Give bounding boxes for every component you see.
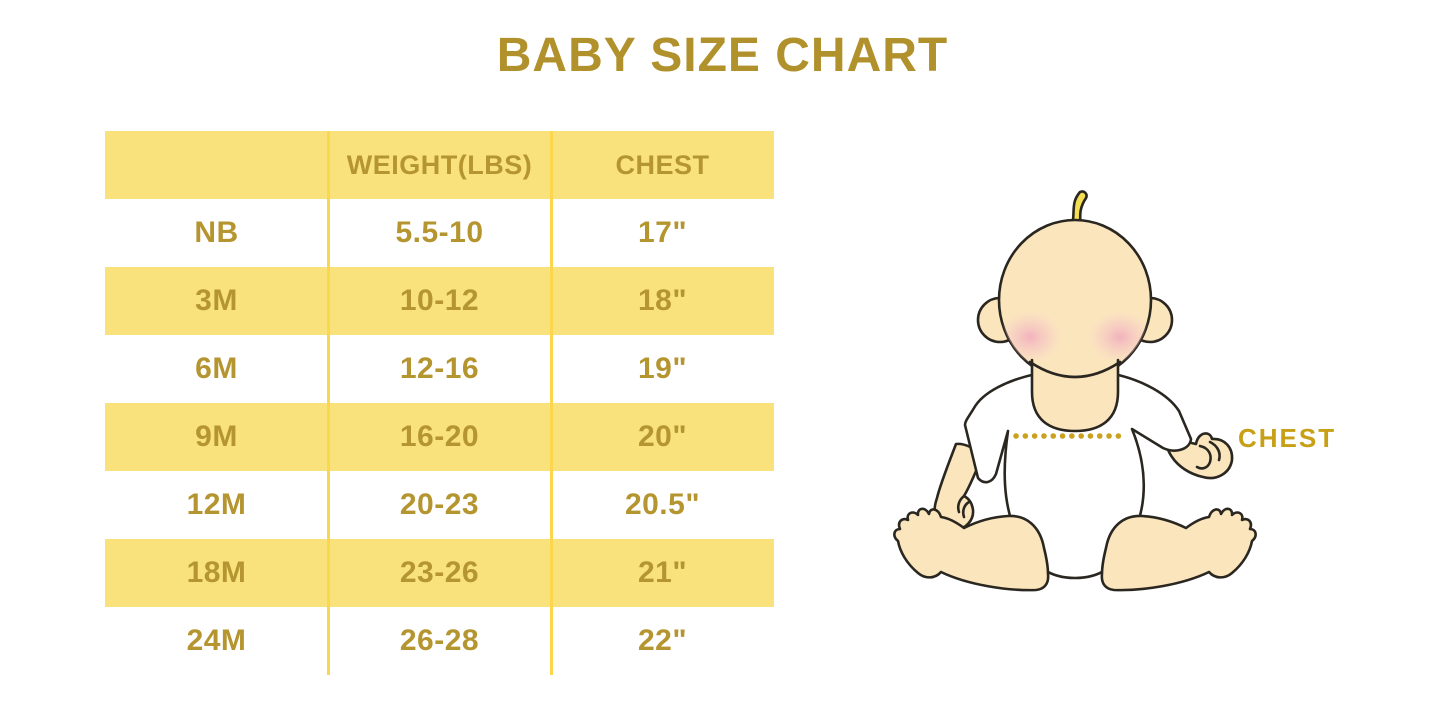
weight-cell: 10-12 xyxy=(399,284,480,317)
weight-cell: 26-28 xyxy=(399,624,480,657)
header-cell-chest: CHEST xyxy=(615,149,710,180)
chest-cell: 17" xyxy=(637,216,688,249)
size-cell: NB xyxy=(194,216,239,249)
header-cell-weight: WEIGHT(LBS) xyxy=(346,149,533,180)
chest-cell: 22" xyxy=(637,624,688,657)
weight-cell: 23-26 xyxy=(399,556,480,589)
weight-cell: 16-20 xyxy=(399,420,480,453)
size-cell: 18M xyxy=(186,556,247,589)
chin-line xyxy=(1028,360,1122,379)
weight-cell: 20-23 xyxy=(399,488,480,521)
weight-cell: 5.5-10 xyxy=(395,216,484,249)
table-row: 12M 20-23 20.5" xyxy=(105,471,774,539)
column-divider xyxy=(327,131,330,675)
baby-neck xyxy=(1030,358,1120,433)
size-cell: 12M xyxy=(186,488,247,521)
chest-cell: 21" xyxy=(637,556,688,589)
size-cell: 9M xyxy=(195,420,238,453)
baby-leg-left xyxy=(893,507,1050,592)
table-row: 3M 10-12 18" xyxy=(105,267,774,335)
chest-cell: 20.5" xyxy=(624,488,701,521)
finger-lines-left xyxy=(956,494,971,519)
table-row: 18M 23-26 21" xyxy=(105,539,774,607)
table-row: 24M 26-28 22" xyxy=(105,607,774,675)
finger-lines-right xyxy=(1195,440,1221,470)
table-row: 9M 16-20 20" xyxy=(105,403,774,471)
chest-label: CHEST xyxy=(1238,423,1337,453)
table-row: 6M 12-16 19" xyxy=(105,335,774,403)
size-cell: 3M xyxy=(195,284,238,317)
column-divider xyxy=(550,131,553,675)
table-row: NB 5.5-10 17" xyxy=(105,199,774,267)
baby-illustration xyxy=(880,180,1360,610)
size-cell: 24M xyxy=(186,624,247,657)
page-title: BABY SIZE CHART xyxy=(496,29,949,82)
baby-illustration-svg xyxy=(893,190,1257,592)
chest-cell: 20" xyxy=(637,420,688,453)
size-table: WEIGHT(LBS) CHEST NB 5.5-10 17" 3M 10-12… xyxy=(105,131,774,675)
table-header-row: WEIGHT(LBS) CHEST xyxy=(105,131,774,199)
chest-cell: 19" xyxy=(637,352,688,385)
size-cell: 6M xyxy=(195,352,238,385)
weight-cell: 12-16 xyxy=(399,352,480,385)
baby-leg-right xyxy=(1100,507,1257,592)
chest-cell: 18" xyxy=(637,284,688,317)
header-cell-size xyxy=(105,131,328,199)
